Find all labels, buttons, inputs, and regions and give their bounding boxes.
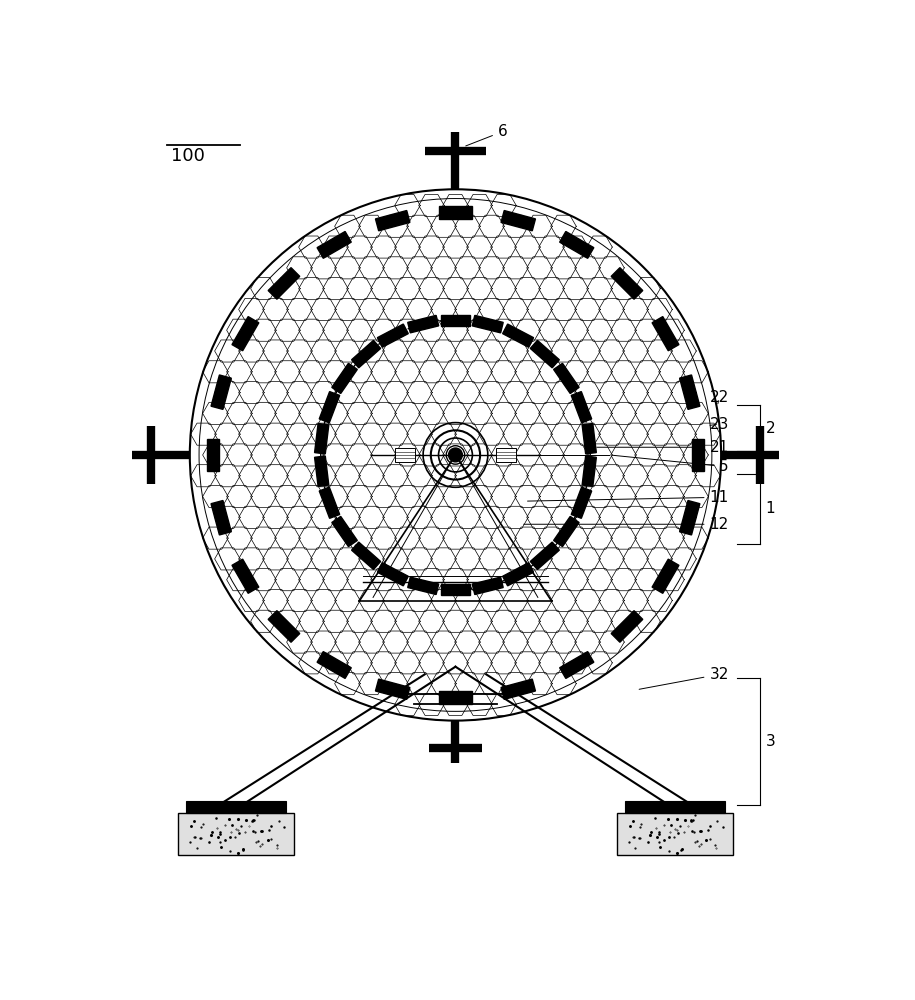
Bar	[496, 448, 515, 462]
Polygon shape	[501, 211, 535, 231]
Polygon shape	[332, 516, 358, 547]
Polygon shape	[554, 516, 579, 547]
Polygon shape	[232, 317, 259, 351]
Polygon shape	[502, 324, 533, 347]
Polygon shape	[351, 542, 381, 570]
Polygon shape	[502, 563, 533, 586]
Polygon shape	[611, 268, 642, 299]
Polygon shape	[211, 375, 231, 409]
Polygon shape	[560, 652, 594, 678]
Bar	[625, 801, 725, 813]
Polygon shape	[554, 363, 579, 394]
Polygon shape	[441, 584, 470, 595]
Polygon shape	[531, 340, 559, 368]
Polygon shape	[692, 439, 705, 471]
Bar	[186, 801, 286, 813]
Text: 22: 22	[709, 390, 729, 405]
Text: 11: 11	[528, 490, 729, 505]
Polygon shape	[652, 317, 679, 351]
Polygon shape	[439, 206, 471, 219]
Text: 6: 6	[466, 124, 508, 146]
Polygon shape	[207, 439, 219, 471]
Polygon shape	[439, 691, 471, 704]
Polygon shape	[680, 501, 700, 535]
Polygon shape	[560, 231, 594, 258]
Polygon shape	[232, 559, 259, 593]
Polygon shape	[318, 652, 351, 678]
Polygon shape	[472, 315, 503, 333]
Polygon shape	[268, 611, 300, 642]
Text: 3: 3	[766, 734, 776, 749]
Text: 31: 31	[685, 809, 729, 828]
Polygon shape	[211, 501, 231, 535]
Polygon shape	[652, 559, 679, 593]
Polygon shape	[315, 456, 328, 486]
Polygon shape	[408, 315, 438, 333]
Polygon shape	[571, 392, 592, 423]
Bar	[617, 813, 733, 855]
Polygon shape	[377, 324, 408, 347]
Polygon shape	[680, 375, 700, 409]
Polygon shape	[375, 679, 410, 699]
Polygon shape	[611, 611, 642, 642]
Polygon shape	[408, 577, 438, 595]
Polygon shape	[582, 424, 597, 454]
Polygon shape	[571, 487, 592, 518]
Text: 2: 2	[766, 421, 775, 436]
Text: 23: 23	[709, 417, 729, 432]
Polygon shape	[501, 679, 535, 699]
Text: 12: 12	[523, 517, 729, 532]
Polygon shape	[441, 315, 470, 326]
Polygon shape	[332, 363, 358, 394]
Polygon shape	[319, 392, 339, 423]
Polygon shape	[531, 542, 559, 570]
Polygon shape	[268, 268, 300, 299]
Bar	[395, 448, 415, 462]
Text: 5: 5	[612, 455, 729, 474]
Polygon shape	[377, 563, 408, 586]
Text: 100: 100	[170, 147, 204, 165]
Polygon shape	[375, 211, 410, 231]
Text: 1: 1	[766, 501, 775, 516]
Polygon shape	[351, 340, 381, 368]
Polygon shape	[315, 424, 328, 454]
Bar	[178, 813, 294, 855]
Text: 21: 21	[597, 440, 729, 455]
Polygon shape	[319, 487, 339, 518]
Circle shape	[448, 448, 462, 462]
Polygon shape	[472, 577, 503, 595]
Polygon shape	[318, 231, 351, 258]
Text: 32: 32	[640, 667, 729, 689]
Polygon shape	[582, 456, 597, 486]
